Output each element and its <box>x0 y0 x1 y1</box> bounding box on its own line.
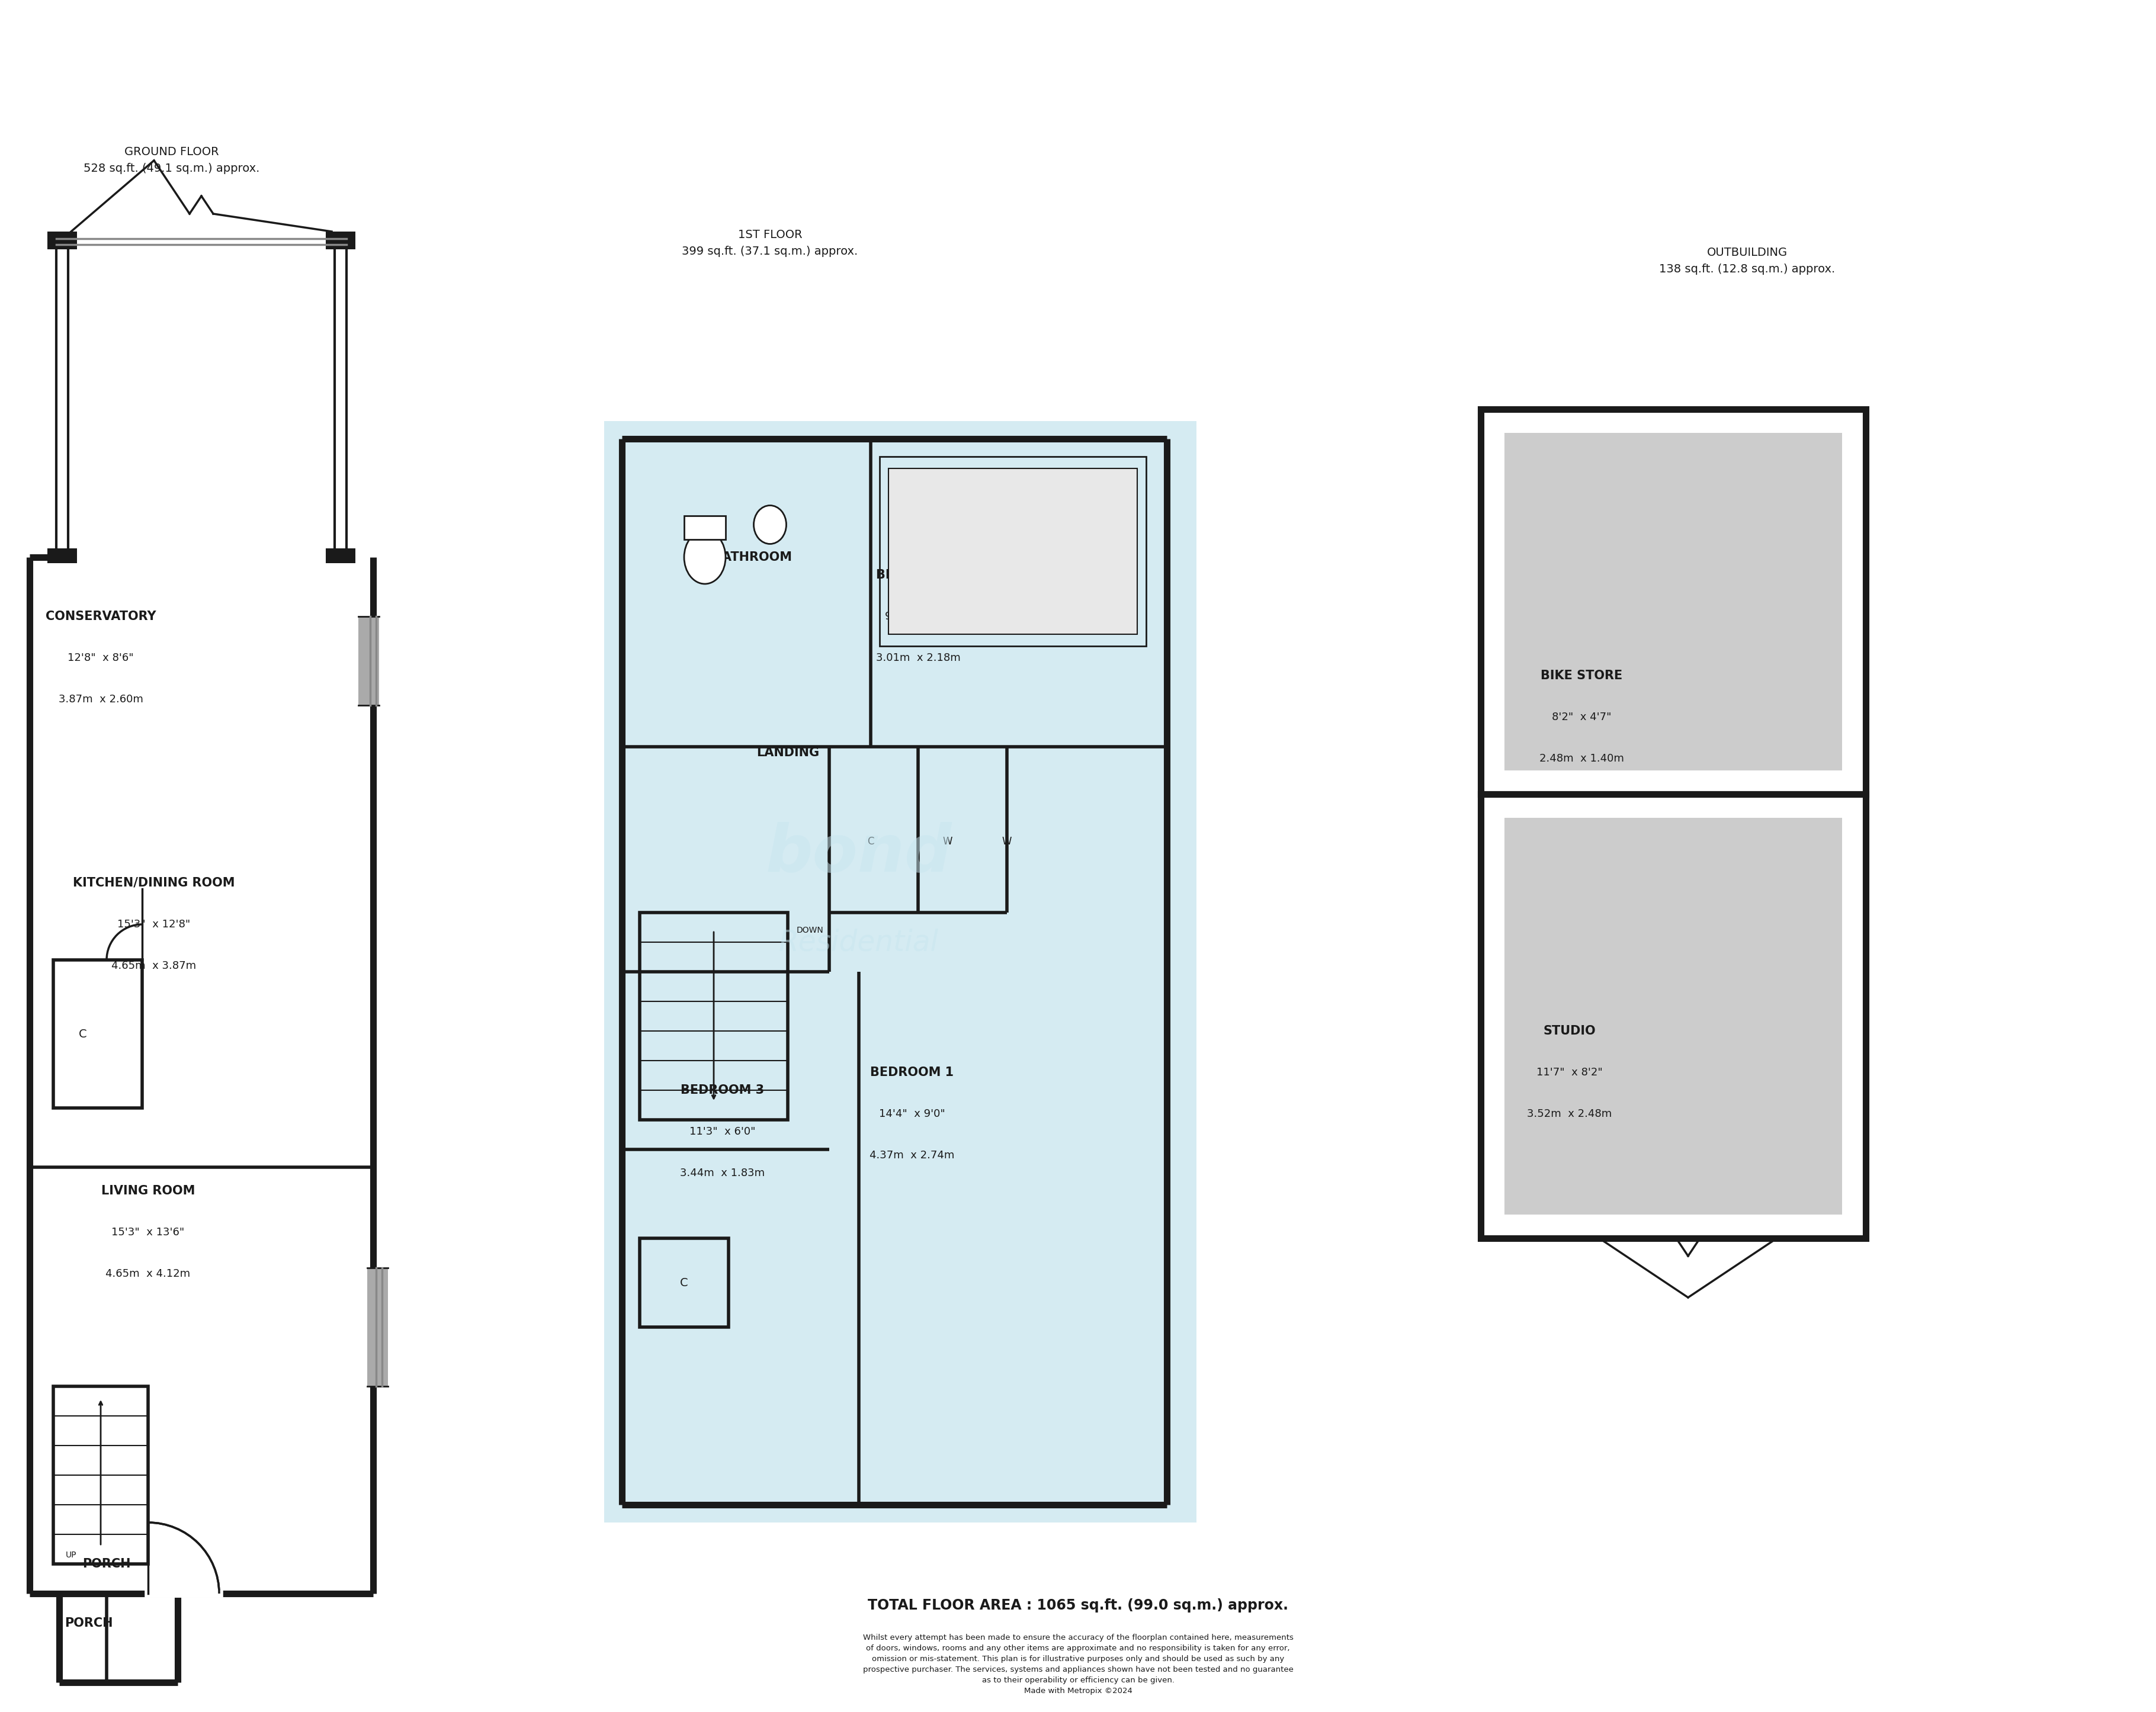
Text: UP: UP <box>65 1551 78 1560</box>
Ellipse shape <box>683 531 727 584</box>
Text: Residential: Residential <box>778 928 938 957</box>
Bar <box>888 469 1136 633</box>
Text: LIVING ROOM: LIVING ROOM <box>101 1185 194 1197</box>
Bar <box>1481 409 1865 794</box>
Text: STUDIO: STUDIO <box>1544 1025 1595 1037</box>
Text: C: C <box>867 835 873 847</box>
Text: 2.48m  x 1.40m: 2.48m x 1.40m <box>1539 753 1623 764</box>
Text: BIKE STORE: BIKE STORE <box>1542 669 1623 681</box>
Text: 15'3"  x 12'8": 15'3" x 12'8" <box>116 919 190 930</box>
Bar <box>54 960 142 1108</box>
Text: PORCH: PORCH <box>82 1558 132 1570</box>
Text: 12'8"  x 8'6": 12'8" x 8'6" <box>67 652 134 663</box>
Text: W: W <box>1003 835 1011 847</box>
Text: BEDROOM 3: BEDROOM 3 <box>681 1084 765 1096</box>
Text: 14'4"  x 9'0": 14'4" x 9'0" <box>880 1109 944 1120</box>
Ellipse shape <box>755 505 787 544</box>
Bar <box>358 616 379 705</box>
Text: 4.65m  x 4.12m: 4.65m x 4.12m <box>106 1269 190 1279</box>
Bar <box>326 231 356 250</box>
Text: GROUND FLOOR
528 sq.ft. (49.1 sq.m.) approx.: GROUND FLOOR 528 sq.ft. (49.1 sq.m.) app… <box>84 147 261 175</box>
Bar <box>683 515 727 539</box>
Text: C: C <box>80 1029 86 1039</box>
Text: Whilst every attempt has been made to ensure the accuracy of the floorplan conta: Whilst every attempt has been made to en… <box>862 1635 1294 1695</box>
Bar <box>640 1238 729 1327</box>
Bar <box>47 231 78 250</box>
Text: CONSERVATORY: CONSERVATORY <box>45 611 155 623</box>
Text: BATHROOM: BATHROOM <box>711 551 791 563</box>
Text: 9'10"  x 7'2": 9'10" x 7'2" <box>884 611 951 621</box>
Text: C: C <box>679 1277 688 1289</box>
Text: BEDROOM 2: BEDROOM 2 <box>875 568 959 580</box>
Text: 11'7"  x 8'2": 11'7" x 8'2" <box>1537 1067 1602 1079</box>
Text: OUTBUILDING
138 sq.ft. (12.8 sq.m.) approx.: OUTBUILDING 138 sq.ft. (12.8 sq.m.) appr… <box>1660 247 1835 276</box>
Bar <box>880 457 1147 645</box>
Bar <box>326 548 356 563</box>
Bar <box>1505 818 1841 1214</box>
Text: 4.37m  x 2.74m: 4.37m x 2.74m <box>869 1150 955 1161</box>
Bar <box>640 912 787 1120</box>
Text: LANDING: LANDING <box>757 746 819 758</box>
Text: W: W <box>942 835 953 847</box>
Text: 3.01m  x 2.18m: 3.01m x 2.18m <box>875 652 959 663</box>
Bar <box>47 548 78 563</box>
Text: 1ST FLOOR
399 sq.ft. (37.1 sq.m.) approx.: 1ST FLOOR 399 sq.ft. (37.1 sq.m.) approx… <box>681 229 858 257</box>
Bar <box>54 1387 149 1565</box>
Text: 15'3"  x 13'6": 15'3" x 13'6" <box>112 1228 185 1238</box>
Text: DOWN: DOWN <box>798 926 824 935</box>
Bar <box>367 1269 388 1387</box>
Text: 8'2"  x 4'7": 8'2" x 4'7" <box>1552 712 1611 722</box>
Text: 11'3"  x 6'0": 11'3" x 6'0" <box>690 1126 755 1137</box>
Text: PORCH: PORCH <box>65 1618 112 1630</box>
Text: 3.44m  x 1.83m: 3.44m x 1.83m <box>681 1168 765 1178</box>
Text: KITCHEN/DINING ROOM: KITCHEN/DINING ROOM <box>73 877 235 889</box>
Text: TOTAL FLOOR AREA : 1065 sq.ft. (99.0 sq.m.) approx.: TOTAL FLOOR AREA : 1065 sq.ft. (99.0 sq.… <box>867 1599 1289 1613</box>
Text: 4.65m  x 3.87m: 4.65m x 3.87m <box>112 960 196 971</box>
Text: 3.87m  x 2.60m: 3.87m x 2.60m <box>58 693 142 705</box>
Text: 3.52m  x 2.48m: 3.52m x 2.48m <box>1526 1109 1613 1120</box>
Bar <box>1505 433 1841 770</box>
Text: BEDROOM 1: BEDROOM 1 <box>871 1067 953 1079</box>
Bar <box>604 421 1197 1522</box>
Text: bond: bond <box>765 822 953 885</box>
Bar <box>1481 794 1865 1238</box>
